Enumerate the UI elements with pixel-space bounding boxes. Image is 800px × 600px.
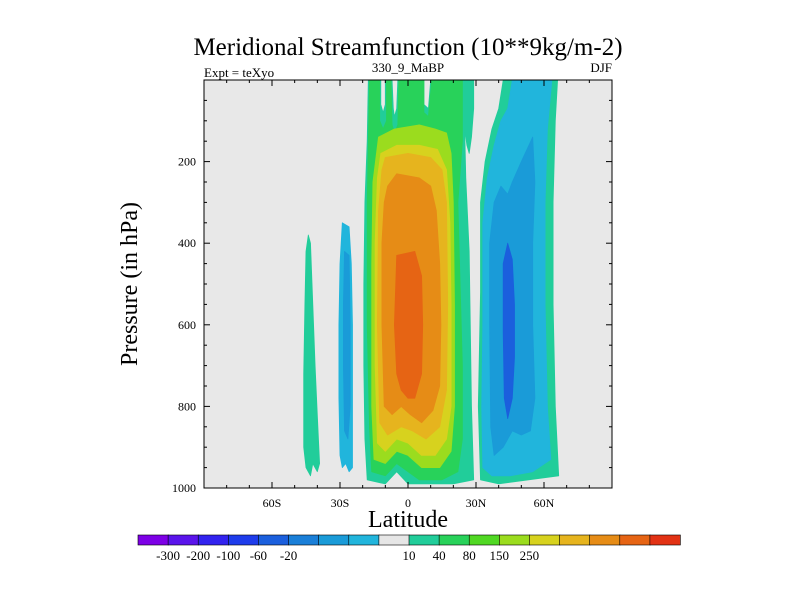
contour-region-0	[303, 234, 321, 477]
colorbar-swatch	[559, 534, 591, 546]
run-label: 330_9_MaBP	[372, 60, 444, 75]
colorbar-swatch	[619, 534, 651, 546]
contour-region-9	[393, 250, 424, 399]
colorbar-label: 250	[520, 548, 540, 563]
contour-regions	[303, 79, 560, 485]
y-tick-label: 800	[178, 399, 196, 413]
x-tick-label: 30S	[331, 496, 350, 510]
y-axis-label: Pressure (in hPa)	[117, 202, 143, 366]
y-tick-label: 600	[178, 318, 196, 332]
x-tick-label: 30N	[466, 496, 487, 510]
colorbar-swatch	[499, 534, 531, 546]
colorbar-label: -60	[250, 548, 267, 563]
colorbar-swatch	[197, 534, 230, 546]
contour-region-13	[502, 242, 515, 420]
colorbar-label: 40	[433, 548, 446, 563]
colorbar-swatch	[258, 534, 290, 546]
colorbar-labels: -300 -200 -100 -60 -20 10 40 80 150 250	[156, 548, 539, 563]
colorbar-label: -100	[216, 548, 240, 563]
x-tick-label: 0	[405, 496, 411, 510]
colorbar-swatch	[408, 534, 440, 546]
experiment-label: Expt = teXyo	[204, 65, 274, 80]
x-ticks: 60S 30S 0 30N 60N	[203, 80, 613, 510]
colorbar-swatch	[167, 534, 199, 546]
colorbar-swatch	[589, 534, 621, 546]
colorbar-swatch	[318, 534, 350, 546]
chart-title: Meridional Streamfunction (10**9kg/m-2)	[193, 34, 622, 61]
colorbar-swatch	[288, 534, 320, 546]
y-tick-label: 1000	[172, 481, 196, 495]
y-tick-label: 400	[178, 236, 196, 250]
colorbar-swatch	[137, 534, 169, 546]
colorbar-label: -300	[156, 548, 180, 563]
colorbar-label: 150	[490, 548, 510, 563]
colorbar-label: 10	[403, 548, 416, 563]
colorbar-swatch	[649, 534, 681, 546]
colorbar	[137, 534, 681, 546]
x-tick-label: 60S	[263, 496, 282, 510]
colorbar-label: 80	[463, 548, 476, 563]
x-tick-label: 60N	[534, 496, 555, 510]
colorbar-swatch	[529, 534, 561, 546]
y-ticks: 200 400 600 800 1000	[172, 99, 612, 495]
colorbar-label: -200	[186, 548, 210, 563]
colorbar-swatch	[378, 534, 410, 546]
colorbar-swatch	[438, 534, 470, 546]
colorbar-label: -20	[280, 548, 297, 563]
season-label: DJF	[590, 60, 612, 75]
colorbar-swatch	[348, 534, 380, 546]
contour-region-2	[342, 250, 351, 440]
colorbar-swatch	[228, 534, 260, 546]
plot-area: 60S 30S 0 30N 60N 200 400 600 800 1000	[172, 79, 613, 510]
x-axis-label: Latitude	[368, 507, 448, 533]
y-tick-label: 200	[178, 155, 196, 169]
colorbar-swatch	[468, 534, 501, 546]
